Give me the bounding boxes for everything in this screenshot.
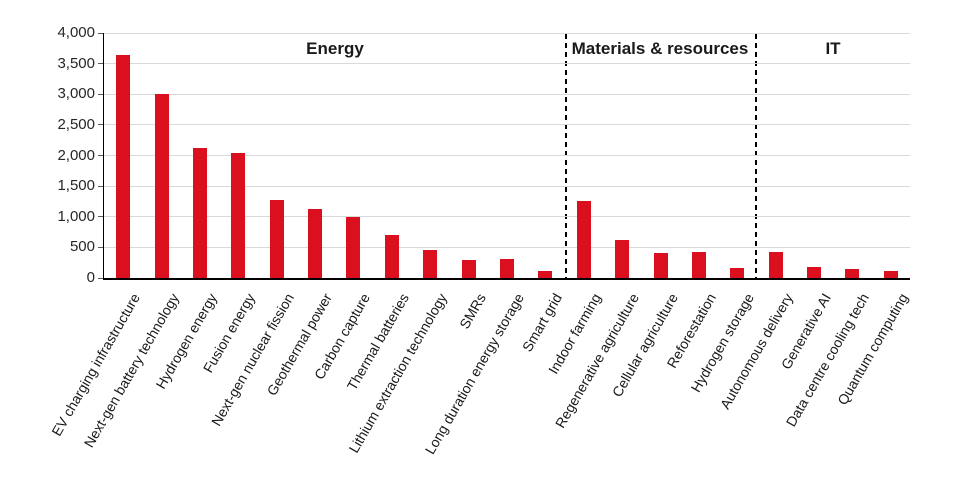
section-header-energy: Energy (306, 39, 364, 58)
gridline (104, 185, 910, 187)
bar (346, 217, 361, 278)
bar (231, 153, 246, 278)
section-divider-line (755, 34, 757, 278)
bar (538, 271, 553, 278)
y-axis-tick-mark (98, 216, 104, 218)
bar (768, 252, 783, 278)
bar (461, 260, 476, 278)
x-axis-line (102, 278, 910, 280)
y-axis-tick-mark (98, 63, 104, 65)
y-axis-tick-mark (98, 277, 104, 279)
gridline (104, 124, 910, 126)
section-divider-line (565, 34, 567, 278)
y-axis-tick-mark (98, 93, 104, 95)
bar (691, 252, 706, 278)
bar (730, 268, 745, 278)
y-axis-tick-mark (98, 32, 104, 34)
bar (269, 200, 284, 278)
gridline (104, 63, 910, 65)
bar (308, 209, 323, 278)
bar (116, 55, 131, 278)
y-axis-line (102, 33, 104, 278)
bar (500, 259, 514, 278)
gridline (104, 246, 910, 248)
bar (384, 235, 399, 278)
bar (192, 147, 207, 278)
bar (845, 268, 860, 278)
section-header-materials-resources: Materials & resources (571, 39, 749, 58)
y-axis-tick-label: 1,000 (57, 207, 95, 225)
y-axis-tick-label: 0 (86, 269, 95, 286)
bar (154, 94, 169, 278)
y-axis-tick-label: 500 (69, 238, 95, 256)
y-axis-tick-label: 3,500 (57, 54, 95, 72)
bar (423, 250, 438, 278)
gridline (104, 155, 910, 156)
y-axis-tick-label: 2,000 (57, 146, 95, 164)
section-header-it: IT (825, 39, 841, 58)
gridline (104, 216, 910, 218)
y-axis-tick-mark (98, 185, 104, 187)
bar (807, 266, 822, 278)
y-axis-tick-label: 1,500 (57, 177, 95, 195)
gridline (104, 93, 910, 95)
bar (653, 252, 668, 278)
y-axis-tick-label: 3,000 (57, 85, 95, 103)
y-axis-tick-mark (98, 155, 104, 156)
gridline (104, 32, 910, 34)
y-axis-tick-mark (98, 124, 104, 126)
y-axis-tick-label: 4,000 (57, 24, 95, 41)
y-axis-tick-label: 2,500 (57, 115, 95, 133)
bar (576, 200, 591, 278)
y-axis-tick-mark (98, 246, 104, 248)
bar (883, 270, 898, 278)
bar (615, 240, 630, 278)
